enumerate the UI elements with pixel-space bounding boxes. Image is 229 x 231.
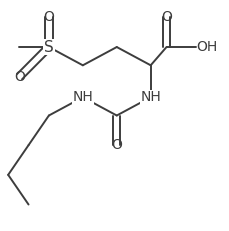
Text: S: S (44, 40, 54, 55)
Text: OH: OH (196, 40, 217, 54)
Text: O: O (44, 10, 54, 24)
Text: O: O (111, 138, 122, 152)
Text: NH: NH (140, 90, 161, 104)
Text: NH: NH (72, 90, 93, 104)
Text: O: O (14, 70, 25, 84)
Text: O: O (161, 10, 172, 24)
